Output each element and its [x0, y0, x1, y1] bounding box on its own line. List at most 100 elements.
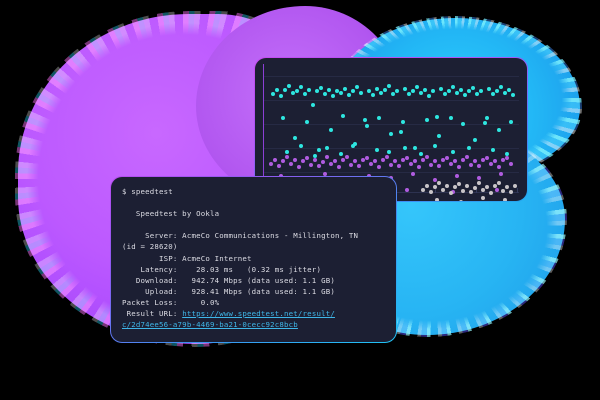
chart-dot-download-20	[351, 89, 355, 93]
terminal-line-2: Speedtest by Ookla	[122, 209, 220, 219]
chart-dot-download-42	[439, 87, 443, 91]
chart-dot-download-65	[329, 128, 333, 132]
chart-dot-upload-37	[417, 165, 421, 169]
chart-dot-download-14	[327, 88, 331, 92]
chart-dot-upload-40	[429, 163, 433, 167]
chart-dot-upload-30	[389, 163, 393, 167]
chart-dot-download-78	[485, 116, 489, 120]
result-url-link[interactable]: https://www.speedtest.net/result/	[182, 309, 335, 319]
chart-dot-upload-60	[509, 162, 513, 166]
chart-dot-download-6	[295, 89, 299, 93]
chart-dot-download-92	[451, 150, 455, 154]
chart-dot-download-72	[413, 146, 417, 150]
chart-dot-download-24	[367, 89, 371, 93]
chart-dot-ping-2	[429, 190, 433, 194]
chart-dot-ping-23	[513, 184, 517, 188]
chart-dot-upload-19	[345, 155, 349, 159]
chart-dot-download-83	[313, 154, 317, 158]
chart-dot-download-18	[343, 87, 347, 91]
chart-dot-ping-4	[437, 181, 441, 185]
chart-dot-download-44	[447, 89, 451, 93]
chart-dot-download-32	[399, 130, 403, 134]
chart-dot-download-59	[507, 88, 511, 92]
terminal-line-0: $ speedtest	[122, 187, 173, 196]
chart-dot-download-27	[379, 91, 383, 95]
chart-dot-download-17	[339, 91, 343, 95]
chart-dot-download-51	[475, 92, 479, 96]
chart-dot-upload-74	[405, 188, 409, 192]
result-url-line-2: c/2d74ee56-a79b-4469-ba21-0cecc92c8bcb	[122, 319, 390, 330]
chart-dot-download-45	[451, 85, 455, 89]
chart-gridline-3	[263, 148, 519, 149]
chart-dot-download-35	[411, 89, 415, 93]
chart-dot-download-64	[317, 148, 321, 152]
terminal-output: $ speedtest Speedtest by Ookla Server: A…	[122, 186, 390, 330]
chart-dot-download-11	[315, 89, 319, 93]
chart-dot-upload-42	[437, 164, 441, 168]
chart-dot-download-21	[355, 85, 359, 89]
chart-dot-ping-22	[509, 190, 513, 194]
chart-dot-download-34	[407, 92, 411, 96]
chart-dot-download-10	[311, 103, 315, 107]
terminal-line-10: Packet Loss: 0.0%	[122, 297, 220, 307]
chart-dot-upload-69	[455, 174, 459, 178]
chart-dot-download-61	[281, 116, 285, 120]
chart-dot-download-39	[427, 94, 431, 98]
chart-dot-upload-22	[357, 164, 361, 168]
result-url-link-cont[interactable]: c/2d74ee56-a79b-4469-ba21-0cecc92c8bcb	[122, 320, 298, 330]
chart-dot-download-1	[275, 88, 279, 92]
chart-dot-download-0	[271, 92, 275, 96]
chart-dot-upload-53	[481, 158, 485, 162]
chart-dot-ping-11	[465, 184, 469, 188]
chart-dot-upload-34	[405, 156, 409, 160]
chart-dot-upload-67	[411, 172, 415, 176]
chart-dot-upload-41	[433, 159, 437, 163]
chart-dot-upload-8	[301, 159, 305, 163]
chart-dot-download-26	[375, 87, 379, 91]
chart-dot-download-15	[331, 94, 335, 98]
chart-dot-download-67	[353, 142, 357, 146]
chart-dot-download-22	[359, 91, 363, 95]
chart-dot-download-69	[377, 116, 381, 120]
chart-dot-upload-71	[499, 172, 503, 176]
chart-dot-download-58	[503, 91, 507, 95]
chart-dot-ping-16	[485, 185, 489, 189]
result-url-label: Result URL:	[122, 309, 183, 319]
chart-dot-download-91	[433, 144, 437, 148]
terminal-line-1	[122, 197, 390, 208]
terminal-window[interactable]: $ speedtest Speedtest by Ookla Server: A…	[110, 176, 397, 343]
chart-dot-ping-1	[425, 184, 429, 188]
chart-dot-download-5	[291, 91, 295, 95]
chart-dot-ping-7	[449, 191, 453, 195]
chart-dot-download-52	[479, 89, 483, 93]
chart-dot-upload-11	[313, 158, 317, 162]
chart-dot-download-3	[283, 88, 287, 92]
chart-dot-download-95	[505, 152, 509, 156]
chart-dot-upload-54	[485, 156, 489, 160]
chart-dot-download-88	[387, 150, 391, 154]
chart-dot-upload-68	[433, 178, 437, 182]
chart-gridline-4	[263, 172, 519, 173]
chart-dot-upload-51	[473, 159, 477, 163]
chart-dot-upload-55	[489, 162, 493, 166]
chart-dot-upload-44	[445, 156, 449, 160]
chart-dot-upload-45	[449, 162, 453, 166]
chart-dot-download-30	[391, 92, 395, 96]
chart-dot-ping-10	[461, 189, 465, 193]
chart-xtick-5	[476, 188, 477, 193]
chart-dot-download-74	[437, 134, 441, 138]
chart-dot-download-68	[365, 124, 369, 128]
chart-dot-upload-17	[337, 165, 341, 169]
chart-dot-upload-23	[361, 158, 365, 162]
chart-dot-upload-7	[297, 165, 301, 169]
chart-dot-download-12	[319, 86, 323, 90]
chart-dot-download-29	[387, 84, 391, 88]
chart-dot-upload-61	[279, 174, 283, 178]
chart-xtick-6	[517, 188, 518, 193]
chart-dot-upload-43	[441, 158, 445, 162]
chart-dot-download-85	[339, 152, 343, 156]
terminal-line-9: Upload: 928.41 Mbps (data used: 1.1 GB)	[122, 286, 335, 296]
chart-dot-upload-1	[273, 158, 277, 162]
chart-dot-ping-13	[473, 186, 477, 190]
chart-dot-download-40	[431, 89, 435, 93]
